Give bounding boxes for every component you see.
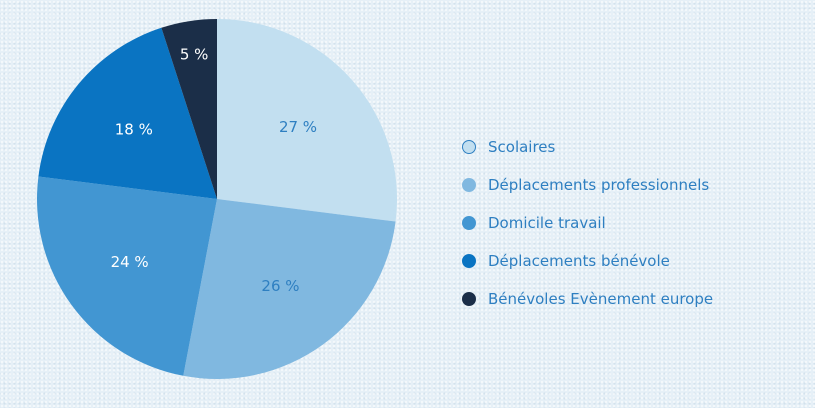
legend-label: Bénévoles Evènement europe (488, 290, 714, 308)
pie-slice-labels: 27 % 26 % 24 % 18 % 5 % (111, 45, 317, 295)
legend-item: Déplacements professionnels (462, 166, 713, 204)
legend-item: Scolaires (462, 128, 713, 166)
pie-slice (217, 19, 397, 222)
legend-item: Domicile travail (462, 204, 713, 242)
pie-slice (161, 19, 217, 199)
slice-value-label: 27 % (279, 118, 317, 136)
pie-slice (37, 176, 218, 376)
legend: Scolaires Déplacements professionnels Do… (462, 128, 713, 318)
legend-label: Déplacements professionnels (488, 176, 710, 194)
pie-slice (183, 199, 396, 379)
slice-value-label: 18 % (115, 121, 153, 139)
pie-slices (37, 19, 397, 379)
pie-slice (38, 27, 217, 200)
legend-label: Déplacements bénévole (488, 252, 670, 270)
legend-swatch (462, 216, 476, 230)
legend-label: Scolaires (488, 138, 556, 156)
legend-label: Domicile travail (488, 214, 606, 232)
slice-value-label: 24 % (111, 253, 149, 271)
legend-item: Bénévoles Evènement europe (462, 280, 713, 318)
slice-value-label: 26 % (261, 277, 299, 295)
slice-value-label: 5 % (180, 45, 209, 63)
legend-swatch (462, 254, 476, 268)
legend-swatch (462, 178, 476, 192)
legend-swatch (462, 140, 476, 154)
legend-swatch (462, 292, 476, 306)
legend-item: Déplacements bénévole (462, 242, 713, 280)
